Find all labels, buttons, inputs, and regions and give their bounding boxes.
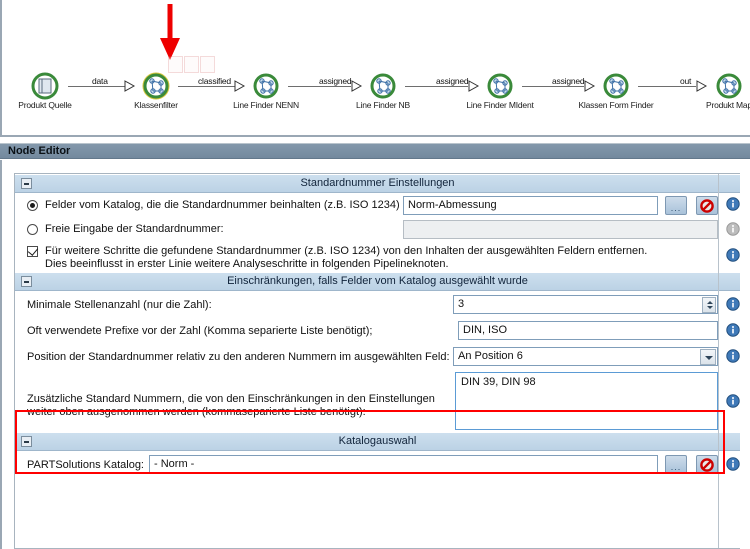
- execute-icon[interactable]: [168, 56, 183, 73]
- radio-label-freie-eingabe: Freie Eingabe der Standardnummer:: [45, 223, 224, 235]
- edge-label: assigned: [436, 76, 469, 86]
- freie-eingabe-input[interactable]: [403, 220, 718, 239]
- process-node-icon: [486, 72, 514, 100]
- node-hover-toolbar[interactable]: [168, 56, 216, 75]
- info-icon[interactable]: [726, 197, 740, 211]
- browse-felder-button[interactable]: ...: [665, 196, 687, 215]
- checkbox-label-line2: Dies beeinflusst in erster Linie weitere…: [45, 258, 449, 270]
- filter-node-icon: [142, 72, 170, 100]
- node-editor-panel: Standardnummer Einstellungen Felder vom …: [0, 160, 750, 549]
- cancel-icon[interactable]: [184, 56, 199, 73]
- position-dropdown[interactable]: An Position 6: [453, 347, 718, 366]
- deny-clear-icon: [700, 458, 714, 472]
- page-title: Node Editor: [8, 145, 71, 157]
- port-icon: [468, 80, 480, 92]
- edge-label: assigned: [552, 76, 585, 86]
- info-icon[interactable]: [726, 248, 740, 262]
- section-header-standardnummer[interactable]: Standardnummer Einstellungen: [15, 174, 740, 193]
- label-minimale-stellenanzahl: Minimale Stellenanzahl (nur die Zahl):: [27, 299, 212, 311]
- edge-line: [638, 86, 696, 87]
- section-header-katalogauswahl[interactable]: Katalogauswahl: [15, 432, 740, 451]
- collapse-minus-icon[interactable]: [21, 436, 32, 447]
- chevron-down-icon[interactable]: [700, 349, 716, 365]
- info-icon[interactable]: [726, 394, 740, 408]
- pipeline-node-klassenfilter[interactable]: Klassenfilter: [112, 72, 200, 111]
- source-node-icon: [31, 72, 59, 100]
- info-icon[interactable]: [726, 349, 740, 363]
- label-oft-verwendete-prefixe: Oft verwendete Prefixe vor der Zahl (Kom…: [27, 325, 373, 337]
- node-label: Line Finder NENN: [233, 100, 299, 110]
- prefixe-input[interactable]: DIN, ISO: [458, 321, 718, 340]
- edge-label: classified: [198, 76, 231, 86]
- partsolutions-katalog-input[interactable]: - Norm -: [149, 455, 658, 474]
- felder-vom-katalog-input[interactable]: Norm-Abmessung: [403, 196, 658, 215]
- node-label: Klassenfilter: [134, 100, 178, 110]
- pipeline-node-line-finder-nenn[interactable]: Line Finder NENN: [222, 72, 310, 111]
- deny-clear-icon: [700, 199, 714, 213]
- radio-felder-vom-katalog[interactable]: [27, 200, 38, 211]
- node-editor-title-bar: Node Editor: [0, 143, 750, 159]
- radio-label-felder-vom-katalog: Felder vom Katalog, die die Standardnumm…: [45, 199, 400, 211]
- process-node-icon: [602, 72, 630, 100]
- node-label: Klassen Form Finder: [578, 100, 654, 110]
- section-title: Einschränkungen, falls Felder vom Katalo…: [227, 275, 528, 287]
- collapse-minus-icon[interactable]: [21, 276, 32, 287]
- port-icon: [351, 80, 363, 92]
- stop-icon[interactable]: [200, 56, 215, 73]
- section-title: Katalogauswahl: [338, 435, 417, 447]
- collapse-minus-icon[interactable]: [21, 178, 32, 189]
- info-icon[interactable]: [726, 297, 740, 311]
- panel-divider: [718, 174, 719, 548]
- node-label: Line Finder NB: [356, 100, 410, 110]
- label-zusaetzliche-nummern-line2: weiter oben ausgenommen werden (kommasep…: [27, 406, 366, 418]
- label-zusaetzliche-nummern-line1: Zusätzliche Standard Nummern, die von de…: [27, 393, 435, 405]
- settings-container: Standardnummer Einstellungen Felder vom …: [14, 173, 740, 549]
- process-node-icon: [252, 72, 280, 100]
- edge-line: [178, 86, 236, 87]
- node-label: Line Finder MIdent: [466, 100, 534, 110]
- pipeline-node-line-finder-nb[interactable]: Line Finder NB: [339, 72, 427, 111]
- process-node-icon: [369, 72, 397, 100]
- checkbox-label-line1: Für weitere Schritte die gefundene Stand…: [45, 245, 648, 257]
- section-header-einschraenkungen[interactable]: Einschränkungen, falls Felder vom Katalo…: [15, 272, 740, 291]
- port-icon: [124, 80, 136, 92]
- info-icon-disabled[interactable]: [726, 222, 740, 236]
- pipeline-canvas[interactable]: data classified assigned assigned assign…: [0, 0, 750, 137]
- spinner-buttons[interactable]: [702, 297, 716, 313]
- minimale-stellenanzahl-spinner[interactable]: 3: [453, 295, 718, 314]
- edge-label: data: [92, 76, 108, 86]
- edge-line: [288, 86, 351, 87]
- zusaetzliche-nummern-textarea[interactable]: DIN 39, DIN 98: [455, 372, 718, 430]
- label-position-standardnummer: Position der Standardnummer relativ zu d…: [27, 351, 450, 363]
- port-icon: [696, 80, 708, 92]
- clear-katalog-button[interactable]: [696, 455, 718, 474]
- process-node-icon: [715, 72, 743, 100]
- pipeline-node-klassen-form-finder[interactable]: Klassen Form Finder: [572, 72, 660, 111]
- edge-label: out: [680, 76, 692, 86]
- edge-line: [522, 86, 584, 87]
- checkbox-standardnummer-entfernen[interactable]: [27, 246, 38, 257]
- radio-freie-eingabe[interactable]: [27, 224, 38, 235]
- info-icon[interactable]: [726, 457, 740, 471]
- red-down-arrow-icon: [160, 4, 180, 60]
- port-icon: [234, 80, 246, 92]
- pipeline-node-line-finder-mident[interactable]: Line Finder MIdent: [456, 72, 544, 111]
- clear-felder-button[interactable]: [696, 196, 718, 215]
- port-icon: [584, 80, 596, 92]
- label-partsolutions-katalog: PARTSolutions Katalog:: [27, 459, 144, 471]
- edge-line: [405, 86, 468, 87]
- browse-katalog-button[interactable]: ...: [665, 455, 687, 474]
- pipeline-node-produkt-map[interactable]: Produkt Map: [685, 72, 750, 111]
- edge-line: [68, 86, 126, 87]
- node-label: Produkt Quelle: [18, 100, 72, 110]
- info-icon[interactable]: [726, 323, 740, 337]
- edge-label: assigned: [319, 76, 352, 86]
- section-title: Standardnummer Einstellungen: [300, 177, 455, 189]
- pipeline-node-produkt-quelle[interactable]: Produkt Quelle: [1, 72, 89, 111]
- node-label: Produkt Map: [706, 100, 750, 110]
